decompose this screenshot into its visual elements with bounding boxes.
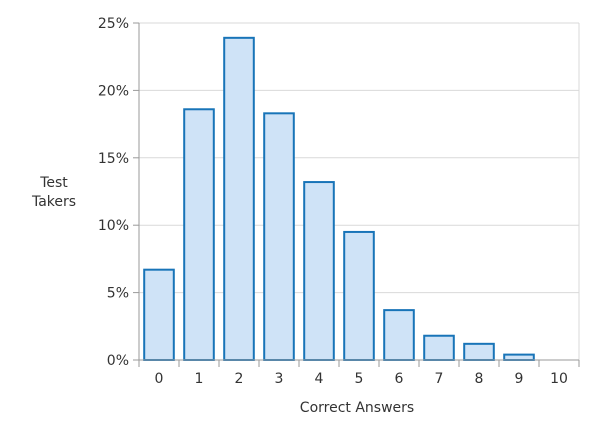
x-tick-label: 7 bbox=[435, 371, 444, 387]
x-axis-title: Correct Answers bbox=[300, 400, 414, 416]
bar-0 bbox=[143, 268, 175, 361]
bar-2 bbox=[223, 36, 255, 361]
y-axis-title-line-1: Test bbox=[39, 175, 68, 191]
axes bbox=[133, 22, 580, 367]
x-tick-labels: 0 1 2 3 4 5 6 7 8 9 10 bbox=[155, 371, 568, 387]
x-tick-label: 8 bbox=[475, 371, 484, 387]
bar-9 bbox=[503, 353, 535, 362]
y-tick-labels: 0% 5% 10% 15% 20% 25% bbox=[98, 16, 129, 369]
bar-1 bbox=[183, 108, 215, 361]
bar-8 bbox=[463, 342, 495, 362]
x-tick-label: 10 bbox=[550, 371, 568, 387]
y-tick-label: 10% bbox=[98, 218, 129, 234]
bar-3 bbox=[263, 112, 295, 362]
x-tick-label: 4 bbox=[315, 371, 324, 387]
bar-6 bbox=[383, 309, 415, 361]
x-tick-label: 0 bbox=[155, 371, 164, 387]
x-tick-label: 5 bbox=[355, 371, 364, 387]
bar-7 bbox=[423, 334, 455, 361]
x-tick-label: 1 bbox=[195, 371, 204, 387]
y-tick-label: 20% bbox=[98, 83, 129, 99]
x-tick-label: 3 bbox=[275, 371, 284, 387]
y-axis-title-line-2: Takers bbox=[31, 194, 76, 210]
bar-4 bbox=[303, 181, 335, 361]
x-tick-label: 6 bbox=[395, 371, 404, 387]
x-tick-label: 2 bbox=[235, 371, 244, 387]
bars bbox=[143, 36, 535, 362]
y-tick-label: 0% bbox=[107, 353, 129, 369]
bar-5 bbox=[343, 230, 375, 361]
y-tick-label: 25% bbox=[98, 16, 129, 32]
y-tick-label: 15% bbox=[98, 151, 129, 167]
x-tick-label: 9 bbox=[515, 371, 524, 387]
y-tick-label: 5% bbox=[107, 286, 129, 302]
